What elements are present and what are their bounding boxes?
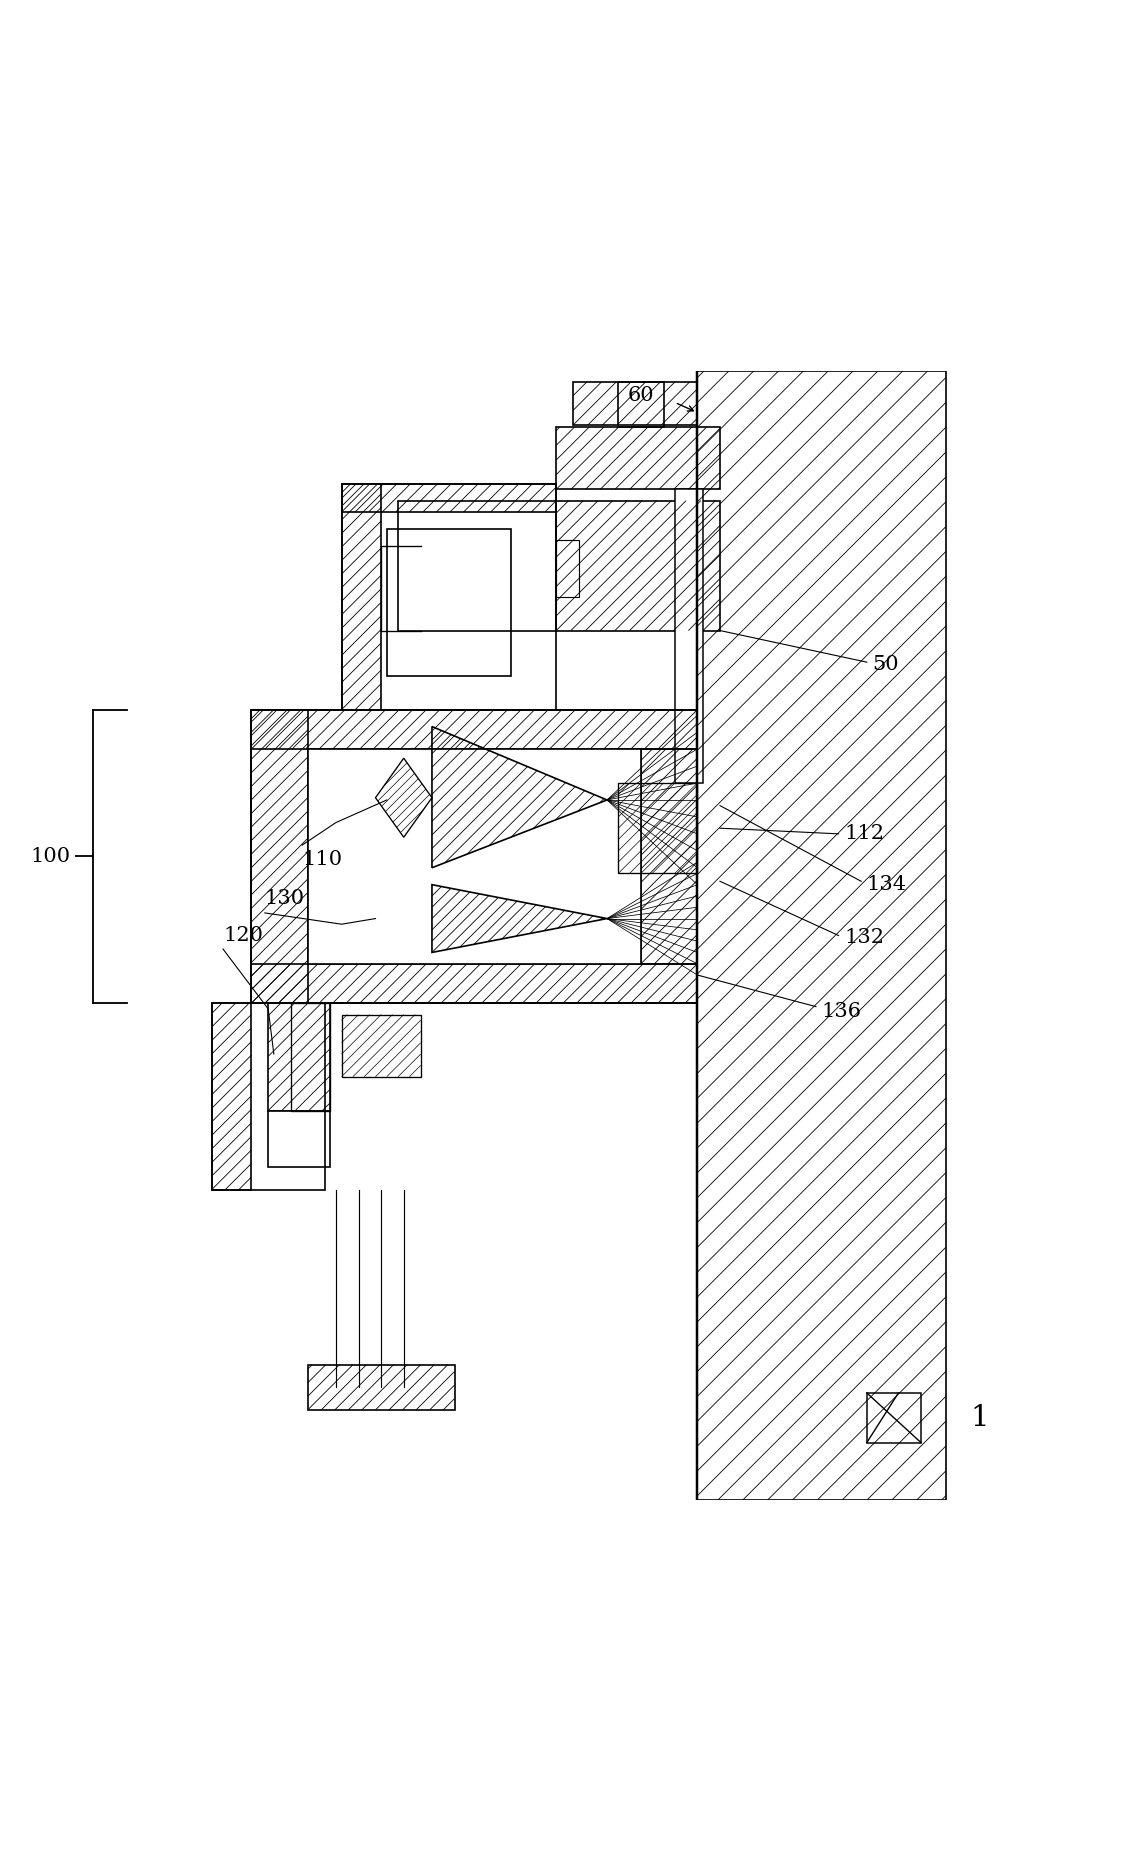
Bar — [291, 1003, 330, 1111]
Text: 1: 1 — [970, 1403, 989, 1431]
Bar — [308, 1364, 454, 1411]
Text: 130: 130 — [264, 889, 305, 907]
Bar — [342, 485, 381, 709]
Bar — [641, 748, 697, 964]
Bar — [342, 485, 556, 709]
Bar — [212, 1003, 251, 1190]
Bar — [268, 1003, 330, 1111]
Bar — [619, 784, 697, 874]
Bar — [251, 709, 697, 748]
Bar — [387, 529, 511, 675]
Bar — [573, 382, 697, 425]
Text: 132: 132 — [844, 928, 884, 947]
Bar — [342, 1014, 421, 1076]
Bar — [268, 1111, 330, 1168]
Bar — [556, 501, 720, 631]
Text: 100: 100 — [31, 848, 70, 866]
Text: 136: 136 — [822, 1001, 861, 1022]
Bar — [867, 1392, 920, 1443]
Bar — [697, 370, 945, 1501]
Bar — [308, 748, 641, 964]
Bar — [619, 382, 664, 427]
Text: 110: 110 — [302, 849, 343, 870]
Bar — [556, 427, 720, 490]
Text: 120: 120 — [222, 926, 263, 945]
Text: 134: 134 — [867, 876, 907, 894]
Bar — [212, 1003, 325, 1190]
Text: 112: 112 — [844, 825, 884, 844]
Bar — [251, 709, 697, 1003]
Bar — [251, 964, 697, 1003]
Bar — [342, 485, 556, 513]
Text: 60: 60 — [628, 385, 654, 406]
Text: 50: 50 — [873, 655, 899, 674]
Bar — [675, 490, 703, 784]
Bar — [251, 709, 308, 1003]
Bar — [556, 541, 579, 597]
Bar — [398, 501, 556, 631]
